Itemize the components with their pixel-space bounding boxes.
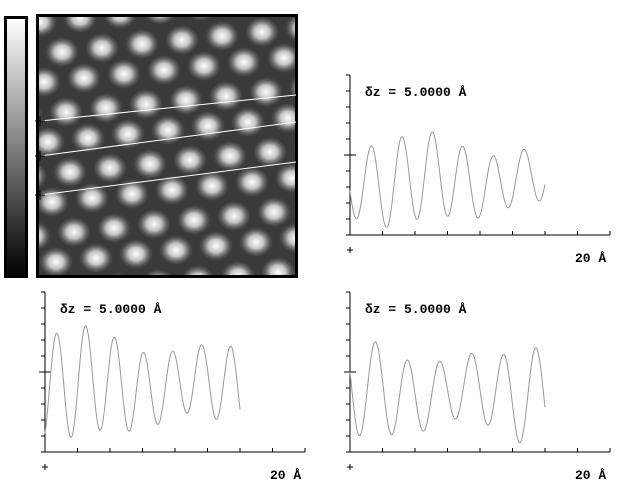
origin-marker (42, 464, 48, 470)
profile-panel: δz = 5.0000 Å 20 Å (344, 291, 611, 480)
atom (57, 217, 91, 247)
atom (257, 197, 291, 227)
atom (39, 221, 51, 251)
atom (75, 183, 109, 213)
atom (155, 175, 189, 205)
atom (231, 107, 265, 137)
length-scale: 20 Å (270, 468, 301, 480)
atom (67, 63, 101, 93)
atom (289, 76, 295, 100)
atom (267, 43, 295, 73)
profiles: δz = 5.0000 Å20 Åδz = 5.0000 Å20 Åδz = 5… (39, 74, 611, 480)
atom (39, 17, 57, 37)
atom (293, 140, 295, 156)
atom (137, 209, 171, 239)
atom (239, 227, 273, 257)
atom (79, 243, 113, 273)
atom (107, 59, 141, 89)
atom (217, 201, 251, 231)
atom (209, 81, 243, 111)
stm-image (39, 17, 295, 275)
scan-lines (39, 94, 297, 196)
atom (109, 273, 127, 275)
length-scale: 20 Å (575, 468, 606, 480)
cross-markers (35, 116, 45, 200)
atom (187, 51, 221, 81)
atom (97, 213, 131, 243)
atom (188, 17, 212, 21)
origin-marker (347, 247, 353, 253)
image-frame (36, 14, 298, 278)
atom (49, 97, 83, 127)
axes (344, 74, 611, 236)
atom (111, 119, 145, 149)
scan-line (39, 94, 297, 122)
height-scale: δz = 5.0000 Å (365, 302, 467, 317)
atom (147, 55, 181, 85)
atom (144, 269, 172, 275)
atom (227, 47, 261, 77)
profile-curve (44, 325, 241, 439)
atom (235, 167, 269, 197)
atom (39, 67, 61, 97)
atom (177, 205, 211, 235)
line-markers (35, 116, 45, 200)
atom (181, 265, 215, 275)
atom (119, 239, 153, 269)
atom (253, 137, 287, 167)
atom (261, 257, 295, 275)
atom (71, 123, 105, 153)
scan-line (39, 121, 297, 157)
atom (39, 247, 73, 275)
atom (205, 21, 239, 51)
scan-line (39, 161, 297, 196)
atom (53, 157, 87, 187)
gray-scale-bar (4, 16, 28, 278)
atom (173, 145, 207, 175)
atom (39, 163, 47, 189)
atom (89, 93, 123, 123)
atom (221, 261, 255, 275)
atom (169, 85, 203, 115)
length-scale: 20 Å (575, 251, 606, 266)
profile-curve (349, 131, 546, 228)
profile-panel: δz = 5.0000 Å 20 Å (39, 291, 306, 480)
origin-marker (347, 464, 353, 470)
profile-panel: δz = 5.0000 Å 20 Å (344, 74, 611, 266)
atom (159, 235, 193, 265)
atom (125, 29, 159, 59)
atom (133, 149, 167, 179)
atom (213, 141, 247, 171)
atom (245, 17, 279, 47)
axes (39, 291, 306, 453)
atom (285, 17, 295, 42)
atom (271, 103, 295, 133)
atom (165, 25, 199, 55)
atom (191, 111, 225, 141)
atom (195, 171, 229, 201)
atom (63, 17, 97, 33)
atom (249, 77, 283, 107)
atom (103, 17, 137, 29)
atom (199, 231, 233, 261)
atom (144, 17, 176, 25)
atom (45, 37, 79, 67)
atom (129, 89, 163, 119)
atom (93, 153, 127, 183)
atom (115, 179, 149, 209)
atom (275, 163, 295, 193)
profile-curve (349, 341, 546, 444)
atom (39, 127, 65, 157)
height-scale: δz = 5.0000 Å (365, 85, 467, 100)
atom (85, 33, 119, 63)
height-scale: δz = 5.0000 Å (60, 302, 162, 317)
atom (279, 223, 295, 253)
